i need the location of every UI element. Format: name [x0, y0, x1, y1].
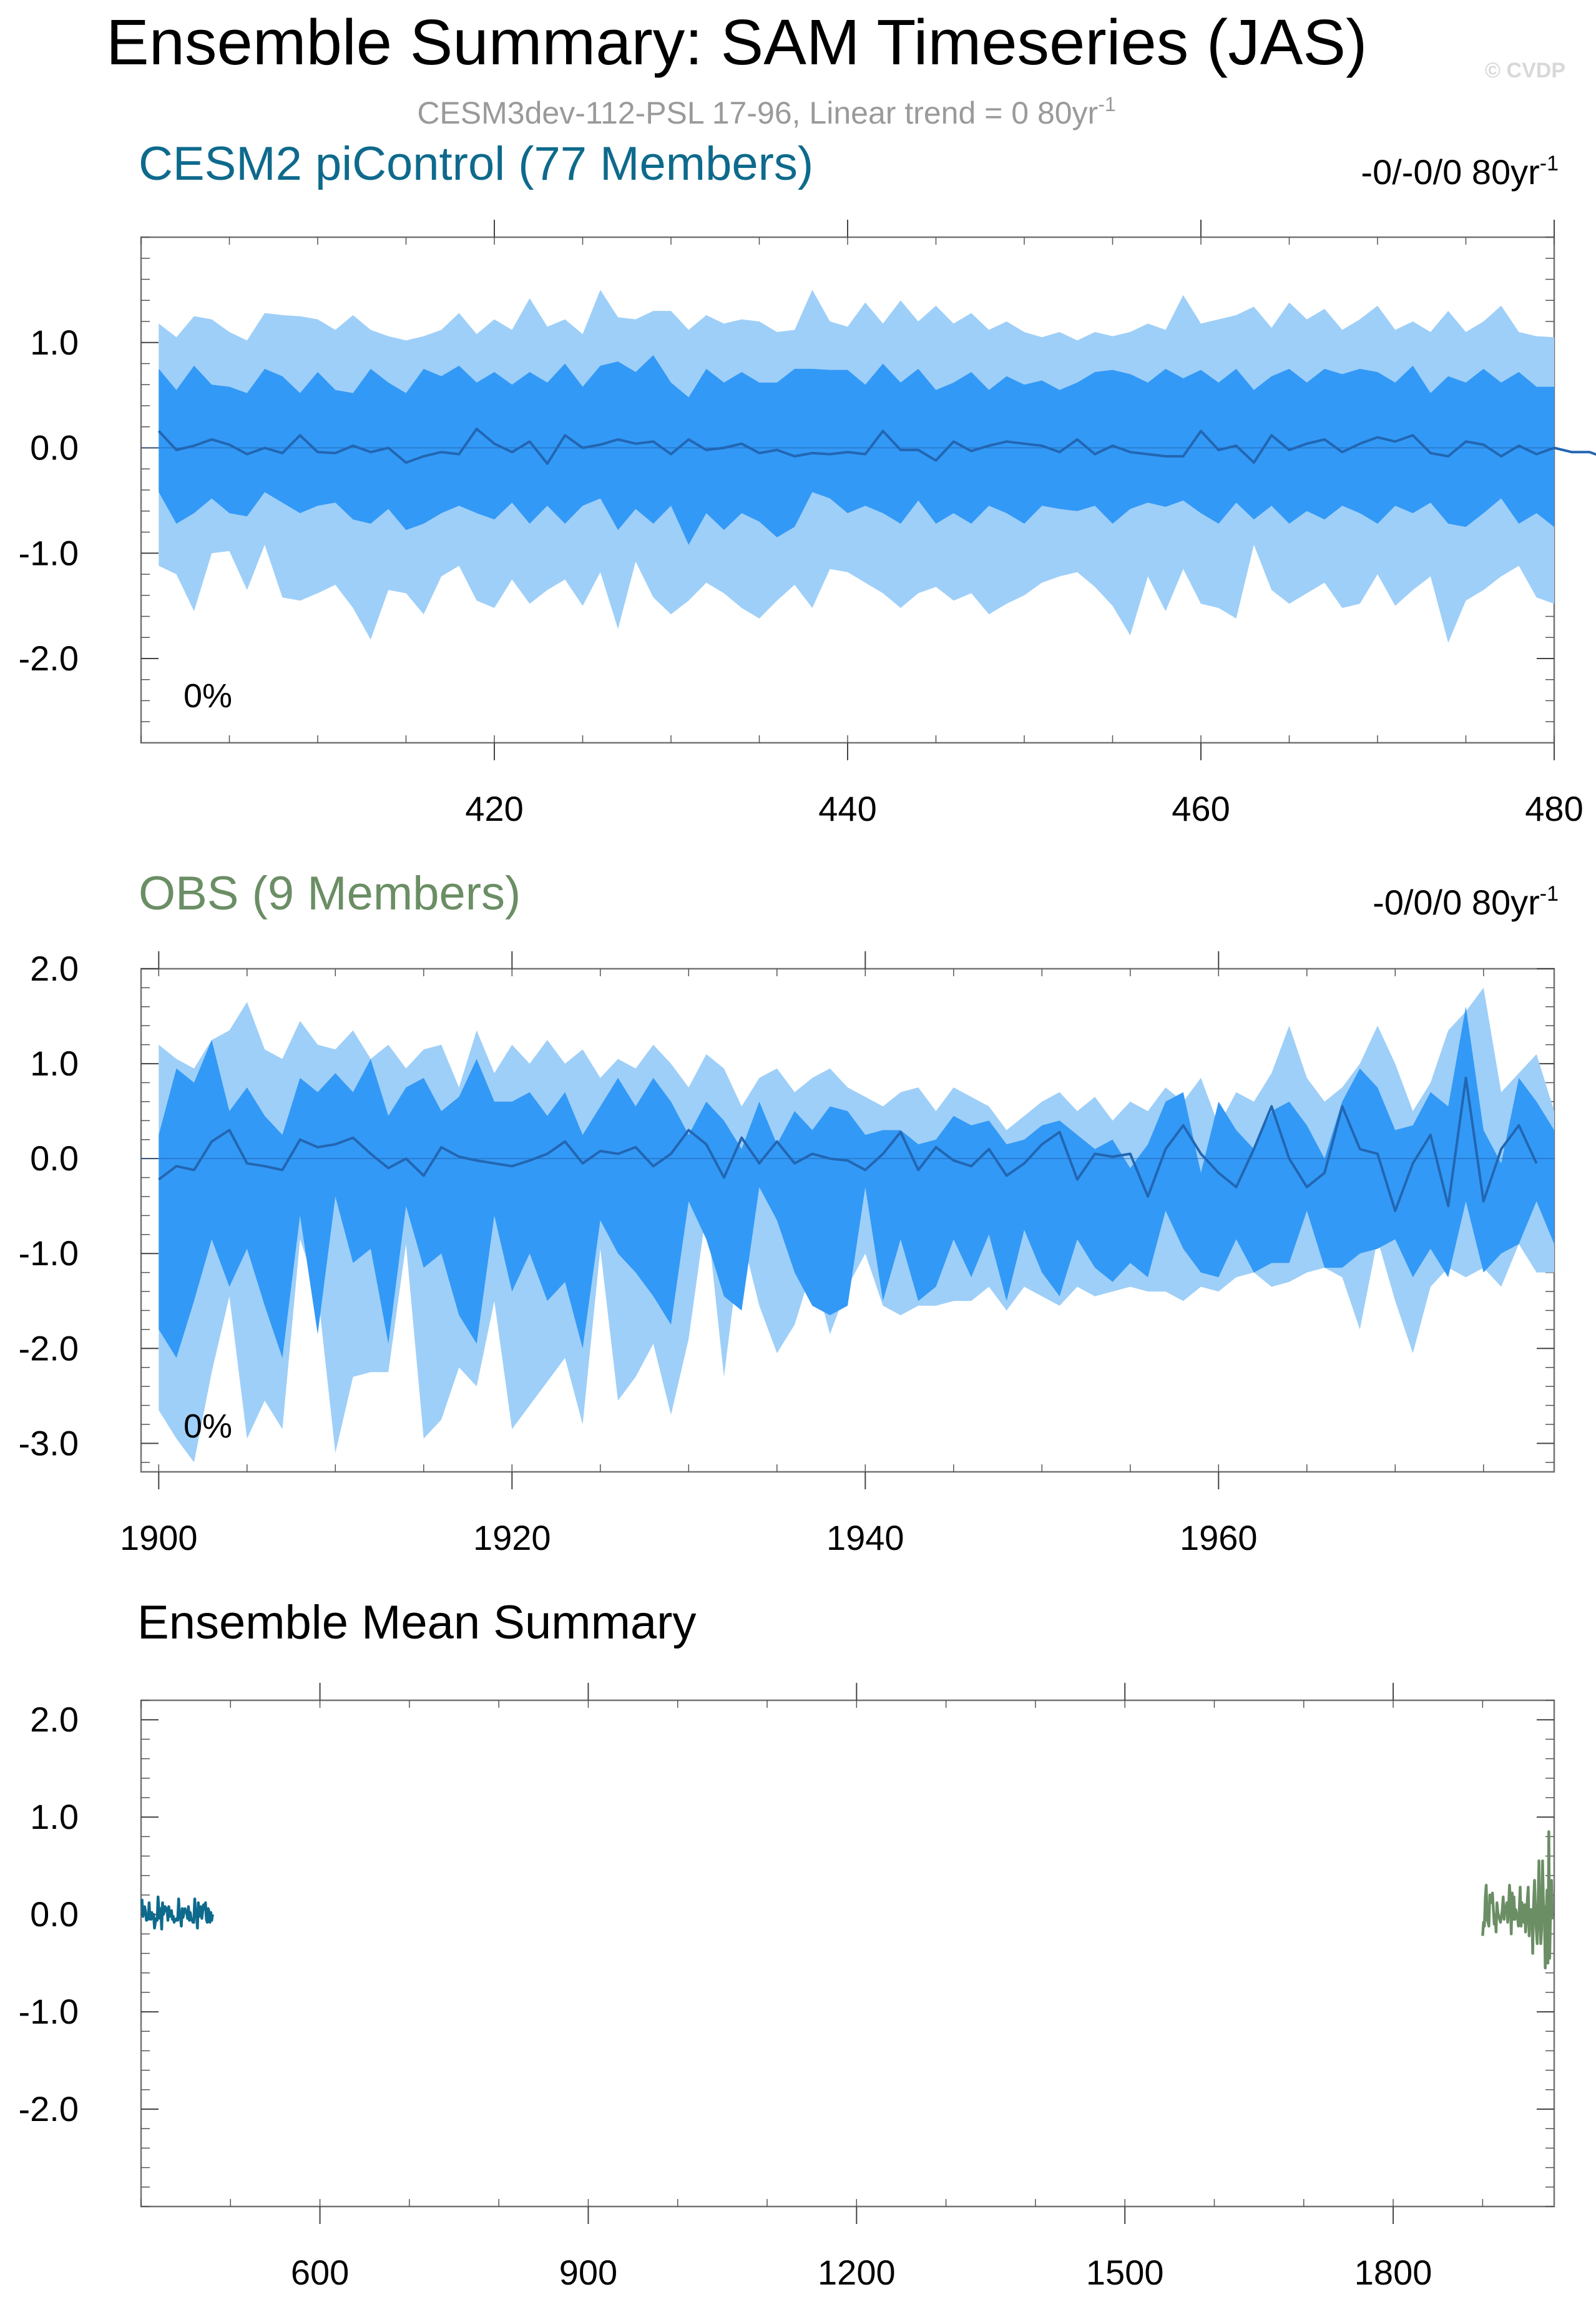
panel-cesm2-trend-sup: -1 [1540, 152, 1559, 175]
panel-obs-title: OBS (9 Members) [139, 867, 521, 920]
panel2-series-obs-line [1482, 1832, 1552, 1968]
panel-cesm2-picontrol: CESM2 piControl (77 Members) -0/-0/0 80yr… [19, 137, 1596, 828]
panel2-frame [141, 1700, 1554, 2207]
panel2-x-tick-label: 1200 [818, 2253, 896, 2292]
panel-obs-trend: -0/0/0 80yr-1 [1373, 882, 1559, 922]
panel1-y-tick-label: -3.0 [19, 1423, 79, 1462]
panel0-y-tick-label: -2.0 [19, 639, 79, 678]
panel-obs-percent: 0% [184, 1408, 232, 1445]
panel-obs: OBS (9 Members) -0/0/0 80yr-1 0% 2.0 1.0 0.0 -… [19, 867, 1559, 1557]
panel0-y-tick-label: -1.0 [19, 533, 79, 572]
panel-cesm2-trend: -0/-0/0 80yr-1 [1361, 152, 1559, 192]
panel1-y-tick-label: -2.0 [19, 1328, 79, 1368]
panel2-x-tick-label: 900 [559, 2253, 617, 2292]
panel1-y-tick-label: 2.0 [30, 949, 79, 988]
panel2-series-cesm2-picontrol-line [142, 1897, 212, 1929]
panel2-x-tick-label: 1500 [1086, 2253, 1164, 2292]
panel-cesm2-trend-main: -0/-0/0 80yr [1361, 152, 1539, 192]
panel2-y-tick-label: 2.0 [30, 1700, 79, 1739]
figure-subtitle: CESM3dev-112-PSL 17-96, Linear trend = 0… [417, 93, 1115, 130]
panel2-y-tick-label: 0.0 [30, 1894, 79, 1934]
panel1-y-tick-label: -1.0 [19, 1233, 79, 1273]
panel2-x-tick-label: 1800 [1354, 2253, 1432, 2292]
panel1-x-tick-label: 1920 [473, 1518, 551, 1557]
panel-cesm2-percent: 0% [184, 677, 232, 715]
panel-cesm2-title: CESM2 piControl (77 Members) [139, 137, 813, 190]
panel-obs-trend-sup: -1 [1540, 882, 1559, 906]
panel2-y-tick-label: 1.0 [30, 1797, 79, 1836]
panel2-y-tick-label: -2.0 [19, 2089, 79, 2128]
panel2-x-tick-label: 600 [291, 2253, 349, 2292]
watermark: © CVDP [1485, 59, 1565, 82]
panel-obs-trend-main: -0/0/0 80yr [1373, 883, 1540, 922]
panel0-y-tick-label: 0.0 [30, 428, 79, 468]
panel0-y-tick-label: 1.0 [30, 323, 79, 362]
panel-summary-title: Ensemble Mean Summary [137, 1596, 696, 1649]
panel0-x-tick-label: 460 [1172, 789, 1230, 828]
panel1-x-tick-label: 1940 [826, 1518, 904, 1557]
panel0-x-tick-label: 480 [1525, 789, 1583, 828]
figure-title: Ensemble Summary: SAM Timeseries (JAS) [106, 6, 1367, 78]
panel1-x-tick-label: 1900 [120, 1518, 198, 1557]
panel2-y-tick-label: -1.0 [19, 1992, 79, 2031]
panel-ensemble-mean-summary: Ensemble Mean Summary 2.0 1.0 0.0 -1.0 -2.0 60… [19, 1596, 1555, 2292]
panel1-x-tick-label: 1960 [1180, 1518, 1258, 1557]
subtitle-main: CESM3dev-112-PSL 17-96, Linear trend = 0… [417, 96, 1098, 130]
subtitle-superscript: -1 [1098, 93, 1115, 115]
panel0-x-tick-label: 440 [818, 789, 876, 828]
panel1-y-tick-label: 1.0 [30, 1044, 79, 1083]
panel1-y-tick-label: 0.0 [30, 1139, 79, 1178]
panel0-x-tick-label: 420 [465, 789, 523, 828]
